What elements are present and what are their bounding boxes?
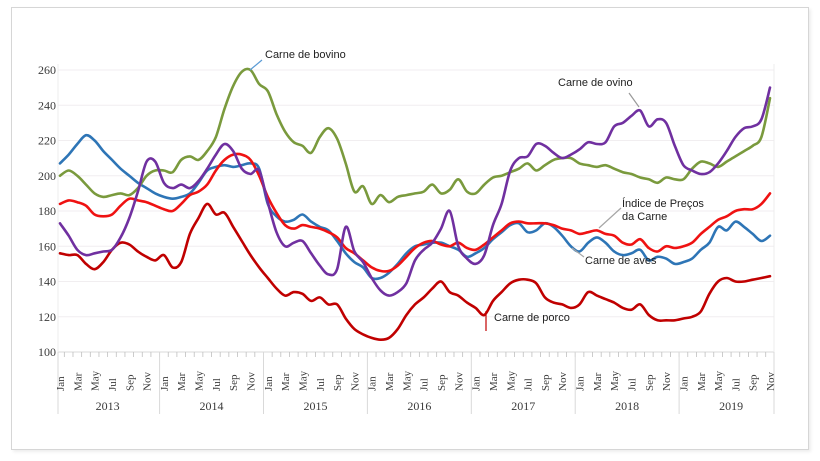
x-axis-year-label-2013: 2013	[96, 399, 120, 413]
x-axis-month-label: May	[297, 370, 309, 391]
x-axis-month-label: Jul	[211, 378, 223, 391]
y-axis-label-240: 240	[38, 98, 56, 112]
x-axis-month-label: Jan	[55, 376, 67, 391]
x-axis-month-label: Nov	[245, 372, 257, 391]
y-axis-label-160: 160	[38, 239, 56, 253]
x-axis-month-label: Mar	[488, 372, 500, 391]
y-axis-label-140: 140	[38, 275, 56, 289]
x-axis-month-label: Jan	[678, 376, 690, 391]
grid-layer	[57, 64, 775, 353]
x-axis-month-label: Mar	[72, 372, 84, 391]
x-axis-month-label: Sep	[332, 374, 344, 391]
x-axis-month-label: Nov	[453, 372, 465, 391]
x-axis-month-label: May	[609, 370, 621, 391]
chart-frame	[11, 7, 809, 450]
x-axis-month-label: Jan	[367, 376, 379, 391]
x-axis-month-label: Sep	[748, 374, 760, 391]
x-axis-month-label: Jul	[523, 378, 535, 391]
x-axis-year-label-2017: 2017	[511, 399, 535, 413]
series-line-carne-de-bovino	[58, 67, 772, 206]
y-axis-label-200: 200	[38, 169, 56, 183]
series-layer	[58, 67, 772, 341]
label-carne-de-bovino: Carne de bovino	[265, 49, 346, 61]
leader-carne-de-aves	[571, 247, 585, 258]
y-axis-label-100: 100	[38, 345, 56, 359]
x-axis-year-label-2015: 2015	[303, 399, 327, 413]
label-carne-de-aves: Carne de aves	[585, 255, 657, 267]
x-axis-month-label: May	[194, 370, 206, 391]
x-axis-month-label: Jan	[471, 376, 483, 391]
x-axis-month-label: Sep	[124, 374, 136, 391]
label-indice-de-precos-da-carne: Índice de Preços da Carne	[622, 198, 704, 223]
x-axis-year-label-2014: 2014	[200, 399, 224, 413]
x-axis-month-label: Sep	[436, 374, 448, 391]
x-axis-month-label: Jan	[159, 376, 171, 391]
label-carne-de-porco: Carne de porco	[494, 312, 570, 324]
x-axis-month-label: May	[505, 370, 517, 391]
y-axis-label-260: 260	[38, 63, 56, 77]
x-axis-month-label: Mar	[696, 372, 708, 391]
x-axis-month-label: Nov	[661, 372, 673, 391]
x-axis-month-label: Sep	[228, 374, 240, 391]
x-axis-month-label: Nov	[765, 372, 777, 391]
label-carne-de-ovino: Carne de ovino	[558, 77, 633, 89]
x-axis-month-label: Jul	[626, 378, 638, 391]
x-axis-month-label: Jan	[575, 376, 587, 391]
series-line-indice-de-precos-da-carne	[58, 152, 772, 273]
x-axis-month-label: Jan	[263, 376, 275, 391]
leader-layer	[249, 59, 640, 331]
x-axis-month-label: Sep	[540, 374, 552, 391]
x-axis-month-label: May	[401, 370, 413, 391]
x-axis-month-label: Nov	[142, 372, 154, 391]
axis-layer: 260 240 220 200 180 160 140 120 100 Jan Mar May Jul S…	[38, 63, 777, 414]
y-axis-label-220: 220	[38, 134, 56, 148]
y-axis-label-120: 120	[38, 310, 56, 324]
x-axis-year-label-2019: 2019	[719, 399, 743, 413]
series-line-carne-de-aves	[58, 133, 772, 281]
y-axis-label-180: 180	[38, 204, 56, 218]
x-axis-month-label: Nov	[557, 372, 569, 391]
leader-indice-de-precos	[598, 207, 622, 229]
leader-carne-de-ovino	[628, 92, 640, 108]
x-axis-year-label-2018: 2018	[615, 399, 639, 413]
x-axis-month-label: Mar	[592, 372, 604, 391]
x-axis-month-label: Mar	[280, 372, 292, 391]
x-axis-month-label: Jul	[107, 378, 119, 391]
x-axis-month-label: Sep	[644, 374, 656, 391]
x-axis-month-label: May	[713, 370, 725, 391]
x-axis-month-label: Mar	[176, 372, 188, 391]
x-axis-month-label: May	[90, 370, 102, 391]
x-axis-month-label: Jul	[315, 378, 327, 391]
x-axis-year-label-2016: 2016	[407, 399, 431, 413]
x-axis-month-label: Jul	[419, 378, 431, 391]
leader-carne-de-bovino	[249, 59, 263, 71]
x-axis-month-label: Jul	[730, 378, 742, 391]
series-line-carne-de-ovino	[58, 86, 772, 297]
series-line-carne-de-porco	[58, 202, 772, 341]
x-axis-month-label: Nov	[349, 372, 361, 391]
x-axis-month-label: Mar	[384, 372, 396, 391]
